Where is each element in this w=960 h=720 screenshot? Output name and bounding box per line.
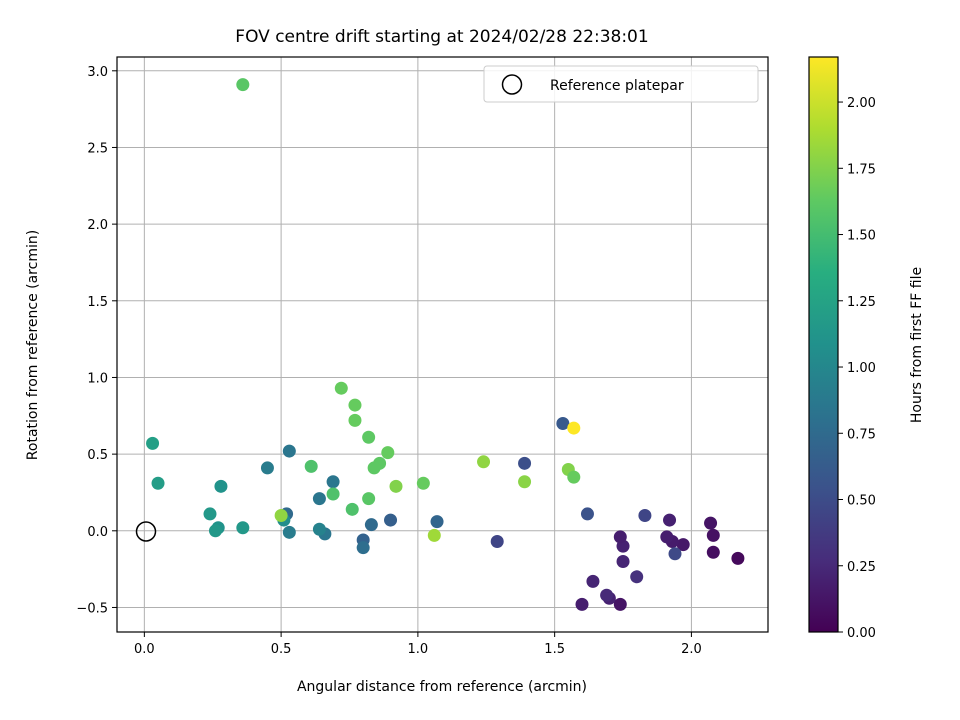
data-point [575, 597, 589, 611]
data-point [567, 470, 581, 484]
data-point [556, 416, 570, 430]
data-point [367, 461, 381, 475]
data-point [356, 541, 370, 555]
data-point [638, 508, 652, 522]
data-point [274, 508, 288, 522]
legend: Reference platepar [483, 65, 759, 103]
legend-entry-label: Reference platepar [550, 78, 684, 94]
data-point [146, 436, 160, 450]
legend-box [483, 65, 759, 103]
data-point [362, 430, 376, 444]
data-point [236, 521, 250, 535]
data-point [282, 525, 296, 539]
data-point [416, 476, 430, 490]
colorbar-label: Hours from first FF file [909, 267, 925, 423]
data-point [676, 538, 690, 552]
data-point [663, 513, 677, 527]
data-point [706, 545, 720, 559]
x-axis-ticks: 0.0 0.5 1.0 1.5 2.0 [134, 632, 702, 657]
x-tick-label: 1.5 [544, 642, 565, 657]
colorbar-tick-label: 0.25 [847, 560, 876, 575]
reference-platepar-marker [135, 521, 157, 542]
y-tick-label: 1.0 [87, 371, 108, 386]
y-tick-label: 2.5 [87, 141, 108, 156]
data-point [312, 522, 326, 536]
data-point [304, 459, 318, 473]
data-point [630, 570, 644, 584]
data-point [282, 444, 296, 458]
x-tick-label: 2.0 [681, 642, 702, 657]
y-tick-label: 2.0 [87, 218, 108, 233]
data-point [586, 574, 600, 588]
data-point [384, 513, 398, 527]
x-tick-label: 1.0 [408, 642, 429, 657]
colorbar-tick-label: 0.00 [847, 626, 876, 641]
data-point [580, 507, 594, 521]
data-point [731, 551, 745, 565]
data-point [668, 547, 682, 561]
colorbar-tick-label: 1.00 [847, 361, 876, 376]
data-point [236, 78, 250, 92]
colorbar-tick-label: 1.50 [847, 229, 876, 244]
plot-frame [116, 56, 769, 633]
y-axis-label: Rotation from reference (arcmin) [25, 230, 41, 460]
data-point [613, 530, 627, 544]
data-point [214, 479, 228, 493]
data-point [616, 554, 630, 568]
y-tick-label: 3.0 [87, 65, 108, 80]
data-point [706, 528, 720, 542]
data-point [260, 461, 274, 475]
data-point [518, 475, 532, 489]
data-point [660, 530, 674, 544]
data-point [345, 502, 359, 516]
x-axis-label: Angular distance from reference (arcmin) [297, 679, 587, 695]
data-points [146, 78, 745, 611]
colorbar [808, 56, 839, 633]
data-point [334, 381, 348, 395]
data-point [203, 507, 217, 521]
data-point [364, 518, 378, 532]
colorbar-tick-label: 0.75 [847, 427, 876, 442]
data-point [430, 515, 444, 529]
legend-open-circle-icon [501, 74, 523, 95]
data-point [600, 588, 614, 602]
data-point [312, 492, 326, 506]
data-point [427, 528, 441, 542]
y-tick-label: −0.5 [76, 601, 108, 616]
data-point [567, 421, 581, 435]
data-point [381, 446, 395, 460]
colorbar-ticks: 0.00 0.25 0.50 0.75 1.00 1.25 1.50 1.75 2.00 [838, 96, 876, 641]
data-point [362, 492, 376, 506]
colorbar-tick-label: 2.00 [847, 96, 876, 111]
data-point [518, 456, 532, 470]
colorbar-tick-label: 1.25 [847, 295, 876, 310]
y-tick-label: 0.0 [87, 525, 108, 540]
y-axis-ticks: −0.5 0.0 0.5 1.0 1.5 2.0 2.5 3.0 [76, 65, 117, 616]
data-point [389, 479, 403, 493]
data-point [348, 398, 362, 412]
y-tick-label: 0.5 [87, 448, 108, 463]
data-point [490, 535, 504, 549]
data-point [326, 475, 340, 489]
data-point [704, 516, 718, 530]
data-point [348, 413, 362, 427]
x-tick-label: 0.5 [271, 642, 292, 657]
data-point [477, 455, 491, 469]
colorbar-tick-label: 0.50 [847, 494, 876, 509]
data-point [151, 476, 165, 490]
data-point [326, 487, 340, 501]
data-point [613, 597, 627, 611]
x-tick-label: 0.0 [134, 642, 155, 657]
y-tick-label: 1.5 [87, 295, 108, 310]
data-point [208, 524, 222, 538]
colorbar-tick-label: 1.75 [847, 162, 876, 177]
chart-title: FOV centre drift starting at 2024/02/28 … [235, 27, 648, 47]
